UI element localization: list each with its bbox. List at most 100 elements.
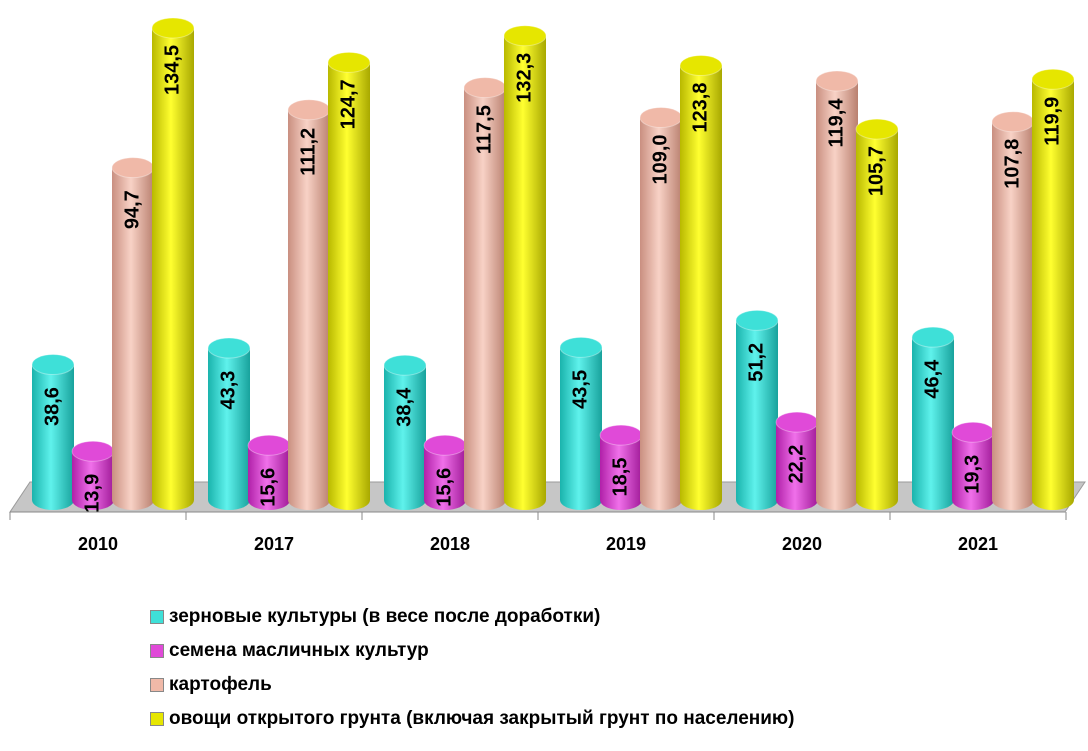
bar-top bbox=[855, 118, 899, 140]
legend-swatch bbox=[150, 644, 164, 658]
bar bbox=[815, 70, 859, 511]
legend-item: овощи открытого грунта (включая закрытый… bbox=[150, 702, 795, 736]
bar bbox=[735, 309, 779, 510]
bar bbox=[327, 51, 371, 510]
bar-body bbox=[32, 364, 74, 510]
bar-top bbox=[31, 354, 75, 376]
bar-body bbox=[152, 28, 194, 510]
bar bbox=[423, 434, 467, 510]
bar-top bbox=[111, 157, 155, 179]
bar-body bbox=[504, 35, 546, 510]
x-tick-label: 2010 bbox=[78, 534, 118, 554]
data-label: 19,3 bbox=[961, 455, 983, 494]
legend-label: картофель bbox=[169, 674, 272, 695]
legend-label: зерновые культуры (в весе после доработк… bbox=[169, 606, 601, 627]
bar-top bbox=[423, 434, 467, 456]
bar-top bbox=[775, 411, 819, 433]
bar bbox=[287, 99, 331, 510]
bar-top bbox=[559, 336, 603, 358]
data-label: 119,9 bbox=[1041, 97, 1063, 146]
bar-top bbox=[1031, 68, 1075, 90]
bar-top bbox=[383, 354, 427, 376]
data-label: 38,6 bbox=[41, 387, 63, 426]
bar-body bbox=[288, 109, 330, 510]
bar bbox=[855, 118, 899, 510]
legend-item: семена масличных культур bbox=[150, 634, 795, 668]
bar bbox=[71, 440, 115, 510]
bar bbox=[383, 354, 427, 510]
bar bbox=[599, 424, 643, 510]
bar-body bbox=[736, 320, 778, 510]
bar bbox=[247, 434, 291, 510]
bar-top bbox=[71, 440, 115, 462]
bar-body bbox=[600, 435, 642, 510]
bar-body bbox=[464, 87, 506, 510]
bar-top bbox=[503, 25, 547, 47]
x-tick-label: 2017 bbox=[254, 534, 294, 554]
data-label: 38,4 bbox=[393, 387, 415, 427]
bar-body bbox=[208, 348, 250, 510]
bar bbox=[207, 337, 251, 510]
data-label: 123,8 bbox=[689, 83, 711, 133]
bar-body bbox=[816, 80, 858, 511]
bar-top bbox=[207, 337, 251, 359]
data-label: 105,7 bbox=[865, 146, 887, 196]
bar bbox=[679, 55, 723, 511]
bar-top bbox=[639, 106, 683, 128]
bar bbox=[1031, 68, 1075, 510]
data-label: 46,4 bbox=[921, 359, 943, 399]
bar-top bbox=[151, 17, 195, 39]
bar-body bbox=[384, 365, 426, 510]
data-label: 94,7 bbox=[121, 190, 143, 229]
bar bbox=[463, 77, 507, 510]
data-label: 15,6 bbox=[257, 468, 279, 507]
bar-top bbox=[599, 424, 643, 446]
data-label: 109,0 bbox=[649, 134, 671, 184]
x-tick-label: 2020 bbox=[782, 534, 822, 554]
legend-label: овощи открытого грунта (включая закрытый… bbox=[169, 708, 795, 729]
bar-top bbox=[247, 434, 291, 456]
legend-swatch bbox=[150, 678, 164, 692]
x-tick-label: 2021 bbox=[958, 534, 998, 554]
bar bbox=[911, 326, 955, 510]
bar-body bbox=[112, 167, 154, 510]
bar bbox=[639, 106, 683, 510]
data-label: 51,2 bbox=[745, 343, 767, 382]
legend-label: семена масличных культур bbox=[169, 640, 429, 661]
bar bbox=[775, 411, 819, 510]
legend-item: зерновые культуры (в весе после доработк… bbox=[150, 600, 795, 634]
bar-body bbox=[424, 445, 466, 510]
bar-body bbox=[856, 129, 898, 510]
legend-swatch bbox=[150, 712, 164, 726]
bar-body bbox=[776, 422, 818, 510]
bar bbox=[951, 421, 995, 510]
bar-body bbox=[72, 451, 114, 510]
data-label: 119,4 bbox=[825, 98, 847, 148]
bar-body bbox=[680, 65, 722, 511]
data-label: 107,8 bbox=[1001, 139, 1023, 189]
bar-body bbox=[952, 432, 994, 510]
legend-swatch bbox=[150, 610, 164, 624]
data-label: 15,6 bbox=[433, 468, 455, 507]
bar-top bbox=[327, 51, 371, 73]
bar bbox=[151, 17, 195, 510]
bar-body bbox=[1032, 79, 1074, 510]
data-label: 111,2 bbox=[297, 128, 319, 176]
data-label: 124,7 bbox=[337, 79, 359, 129]
bar-top bbox=[815, 70, 859, 92]
bar-top bbox=[679, 55, 723, 77]
bar-top bbox=[463, 77, 507, 99]
x-tick-label: 2019 bbox=[606, 534, 646, 554]
data-label: 43,3 bbox=[217, 371, 239, 410]
bar-top bbox=[735, 309, 779, 331]
bar-body bbox=[912, 337, 954, 510]
bar-top bbox=[991, 111, 1035, 133]
bar-body bbox=[560, 347, 602, 510]
bar-chart: 38,6 13,9 94,7 134,5 43,3 15,6 111,2 124,7 38,4 1… bbox=[9, 17, 1086, 554]
bar-body bbox=[248, 445, 290, 510]
data-label: 117,5 bbox=[473, 105, 495, 154]
bar bbox=[31, 354, 75, 510]
data-label: 132,3 bbox=[513, 53, 535, 103]
bar bbox=[111, 157, 155, 510]
data-label: 22,2 bbox=[785, 445, 807, 484]
